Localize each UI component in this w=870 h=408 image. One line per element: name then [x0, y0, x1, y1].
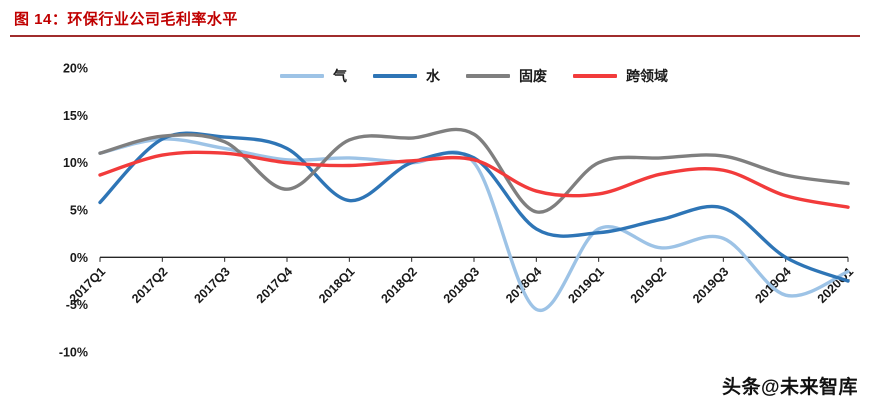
- x-axis-label: 2018Q3: [441, 265, 482, 306]
- legend-swatch-跨领域: [573, 74, 617, 78]
- watermark-text: 头条@未来智库: [721, 377, 858, 398]
- y-axis-label: 15%: [63, 109, 88, 123]
- y-axis-label: 20%: [63, 62, 88, 76]
- x-axis-label: 2019Q2: [628, 265, 669, 306]
- legend-label-固废: 固废: [519, 68, 547, 84]
- legend-label-气: 气: [333, 68, 347, 84]
- legend-swatch-固废: [466, 74, 510, 78]
- x-axis-label: 2019Q3: [690, 265, 731, 306]
- x-axis-label: 2017Q2: [129, 265, 170, 306]
- legend-label-水: 水: [426, 68, 440, 84]
- legend-label-跨领域: 跨领域: [626, 68, 668, 84]
- title-underline-rule: [10, 35, 860, 37]
- legend-swatch-水: [373, 74, 417, 78]
- x-axis-label: 2018Q4: [503, 265, 544, 306]
- legend-swatch-气: [280, 74, 324, 78]
- x-axis-label: 2017Q3: [191, 265, 232, 306]
- x-axis-label: 2018Q1: [316, 265, 357, 306]
- series-line-气: [98, 137, 850, 313]
- y-axis-label: -10%: [59, 346, 88, 360]
- y-axis-label: 0%: [70, 251, 88, 265]
- chart-legend: 气 水 固废 跨领域: [100, 66, 848, 86]
- series-line-跨领域: [98, 150, 850, 209]
- series-line-水: [98, 131, 850, 283]
- legend-item-跨领域: 跨领域: [573, 66, 668, 86]
- legend-item-固废: 固废: [466, 66, 547, 86]
- y-axis-label: -5%: [66, 298, 88, 312]
- y-axis-label: 10%: [63, 156, 88, 170]
- y-axis-label: 5%: [70, 204, 88, 218]
- x-axis-label: 2017Q4: [254, 265, 295, 306]
- legend-item-气: 气: [280, 66, 347, 86]
- x-axis-label: 2018Q2: [378, 265, 419, 306]
- legend-item-水: 水: [373, 66, 440, 86]
- figure-title: 图 14：环保行业公司毛利率水平: [14, 11, 238, 28]
- series-line-固废: [98, 127, 850, 214]
